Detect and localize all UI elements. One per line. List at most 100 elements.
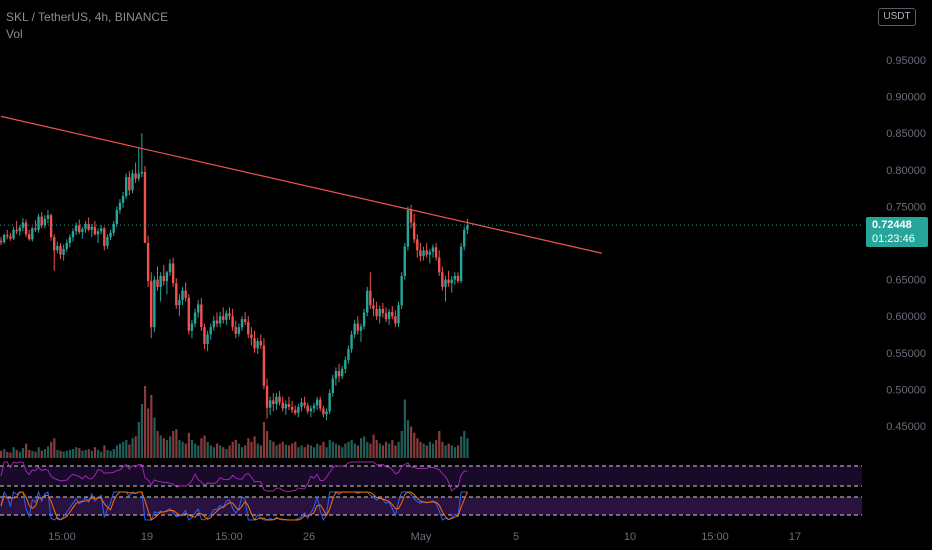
- candle-body: [200, 304, 203, 328]
- volume-bar: [222, 447, 225, 458]
- candle: [193, 308, 197, 328]
- candle: [325, 408, 328, 421]
- candle: [253, 330, 256, 353]
- candle: [228, 307, 231, 320]
- volume-bar: [209, 445, 212, 458]
- candle: [209, 323, 212, 340]
- volume-bar: [56, 449, 59, 458]
- candle-body: [46, 215, 50, 219]
- candle: [143, 166, 147, 243]
- volume-bar: [109, 450, 112, 458]
- candle: [146, 235, 150, 287]
- volume-bar: [112, 449, 115, 458]
- candle-body: [397, 305, 400, 324]
- price-axis[interactable]: 0.95000 0.90000 0.85000 0.80000 0.75000 0.650…: [886, 55, 926, 433]
- volume-bar: [0, 450, 3, 458]
- candle: [27, 229, 31, 241]
- last-price-badge: 0.72448 01:23:46: [866, 217, 928, 247]
- volume-bar: [272, 441, 275, 458]
- candle-body: [309, 408, 313, 412]
- candle: [290, 401, 294, 413]
- candle: [463, 226, 466, 251]
- volume-bar: [25, 443, 28, 458]
- candle: [18, 225, 21, 236]
- volume-bar: [313, 447, 316, 458]
- candle: [84, 221, 87, 233]
- candle-body: [206, 334, 209, 345]
- candle: [387, 308, 391, 325]
- candle: [0, 237, 3, 246]
- volume-bar: [294, 441, 297, 458]
- candle: [350, 330, 353, 353]
- candle-body: [319, 399, 322, 409]
- candle-body: [165, 272, 169, 282]
- volume-bar: [46, 446, 50, 458]
- trendline[interactable]: [0, 115, 603, 254]
- candle: [422, 246, 425, 261]
- candle: [459, 243, 463, 284]
- candle: [31, 226, 34, 242]
- candle-body: [128, 177, 131, 191]
- candle-body: [34, 228, 37, 230]
- candle: [37, 213, 40, 233]
- volume-bar: [284, 444, 288, 458]
- candle-body: [137, 173, 140, 179]
- candle: [340, 365, 344, 380]
- candle-body: [15, 229, 18, 232]
- time-axis[interactable]: 15:00 19 15:00 26 May 5 10 15:00 17: [48, 531, 801, 543]
- candle-body: [231, 316, 234, 328]
- candle-body: [209, 327, 212, 335]
- candle: [247, 316, 250, 339]
- candle: [272, 393, 275, 412]
- volume-bar: [247, 438, 250, 458]
- volume-bar: [450, 445, 453, 458]
- volume-bar: [353, 443, 356, 458]
- candle: [268, 396, 272, 416]
- volume-bar: [165, 440, 169, 458]
- volume-bar: [219, 445, 222, 458]
- volume-bar: [71, 449, 75, 458]
- candle: [312, 402, 316, 413]
- candle-body: [262, 345, 266, 386]
- candle-body: [419, 250, 422, 257]
- volume-bar: [194, 443, 197, 458]
- candle-body: [425, 250, 428, 255]
- volume-bar: [106, 449, 109, 458]
- stoch-k-line: [0, 490, 468, 522]
- volume-bar: [122, 441, 125, 458]
- candle: [243, 311, 247, 325]
- candle-body: [146, 243, 150, 282]
- candle: [397, 301, 400, 328]
- candle-body: [156, 279, 159, 287]
- candle: [128, 171, 131, 196]
- candle: [334, 367, 338, 386]
- candle: [9, 232, 12, 241]
- candle-body: [196, 304, 200, 313]
- candle: [140, 133, 144, 178]
- candle: [156, 266, 159, 291]
- candle-body: [391, 311, 394, 317]
- volume-bar: [375, 440, 378, 458]
- candle: [168, 259, 172, 276]
- candle: [190, 319, 194, 339]
- volume-bar: [140, 404, 144, 458]
- price-tick-label: 0.90000: [886, 92, 926, 104]
- candle: [121, 191, 125, 208]
- volume-bar: [262, 422, 266, 458]
- candle-body: [450, 279, 453, 284]
- candle-body: [428, 251, 432, 255]
- volume-bar: [225, 449, 228, 458]
- candle-body: [284, 404, 288, 409]
- candle: [309, 405, 313, 418]
- volume-bar: [266, 431, 269, 458]
- candle: [131, 169, 134, 194]
- volume-bar: [31, 450, 34, 458]
- volume-bar: [441, 441, 444, 458]
- candle-body: [356, 323, 360, 331]
- volume-bar: [363, 436, 366, 458]
- volume-bar: [228, 445, 231, 458]
- currency-button[interactable]: USDT: [878, 8, 916, 26]
- price-tick-label: 0.85000: [886, 128, 926, 140]
- candle-body: [225, 313, 228, 320]
